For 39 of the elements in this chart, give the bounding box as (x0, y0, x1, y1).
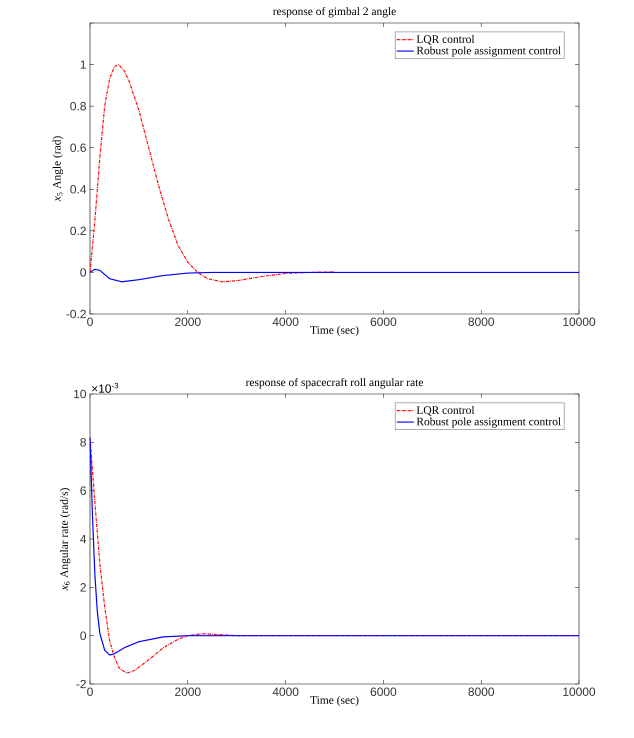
x-tick-label: 6000 (370, 688, 396, 696)
x-tick-label: 0 (87, 688, 93, 696)
x-tick-label: 0 (87, 318, 93, 326)
y-tick-label: 0 (80, 631, 86, 640)
y-tick-label: 4 (80, 534, 86, 544)
y-tick-label: 0.8 (70, 102, 86, 110)
y-tick-label: 0 (80, 268, 86, 277)
y-tick-label: 0.6 (70, 143, 86, 152)
x-axis-title: Time (sec) (310, 696, 358, 706)
legend-label: LQR control (416, 34, 474, 45)
y-tick-label: 1 (80, 60, 86, 69)
y-tick-label: 6 (80, 486, 86, 495)
x-tick-label: 4000 (272, 688, 298, 696)
y-tick-label: 0.4 (70, 185, 86, 194)
chart-title: response of spacecraft roll angular rate (246, 378, 424, 388)
legend-label: Robust pole assignment control (416, 417, 561, 428)
y-tick-label: 2 (80, 583, 86, 592)
y-axis-title: x$_{5}$ Angle (rad) (52, 136, 64, 202)
y-tick-label: -2 (76, 680, 86, 688)
x-tick-label: 8000 (468, 688, 494, 696)
x-tick-label: 10000 (563, 318, 596, 326)
x-tick-label: 10000 (563, 688, 596, 696)
line-series (89, 268, 580, 282)
x-tick-label: 8000 (468, 318, 494, 326)
chart-title: response of gimbal 2 angle (273, 6, 396, 18)
y-tick-label: -0.2 (66, 310, 86, 318)
x-tick-label: 4000 (272, 318, 298, 326)
x-tick-label: 6000 (370, 318, 396, 326)
text: ×10$^{-3}$ (92, 382, 118, 393)
x-axis-title: Time (sec) (310, 326, 358, 336)
y-tick-label: 8 (80, 438, 86, 447)
y-tick-label: 10 (74, 390, 86, 398)
y-axis-title: x$_{6}$ Angular rate (rad/s) (60, 488, 70, 591)
line-series (89, 64, 336, 282)
legend-label: Robust pole assignment control (416, 46, 561, 57)
legend-label: LQR control (416, 406, 474, 416)
y-tick-label: 0.2 (70, 226, 86, 236)
x-tick-label: 2000 (175, 688, 201, 696)
x-tick-label: 2000 (175, 318, 201, 326)
